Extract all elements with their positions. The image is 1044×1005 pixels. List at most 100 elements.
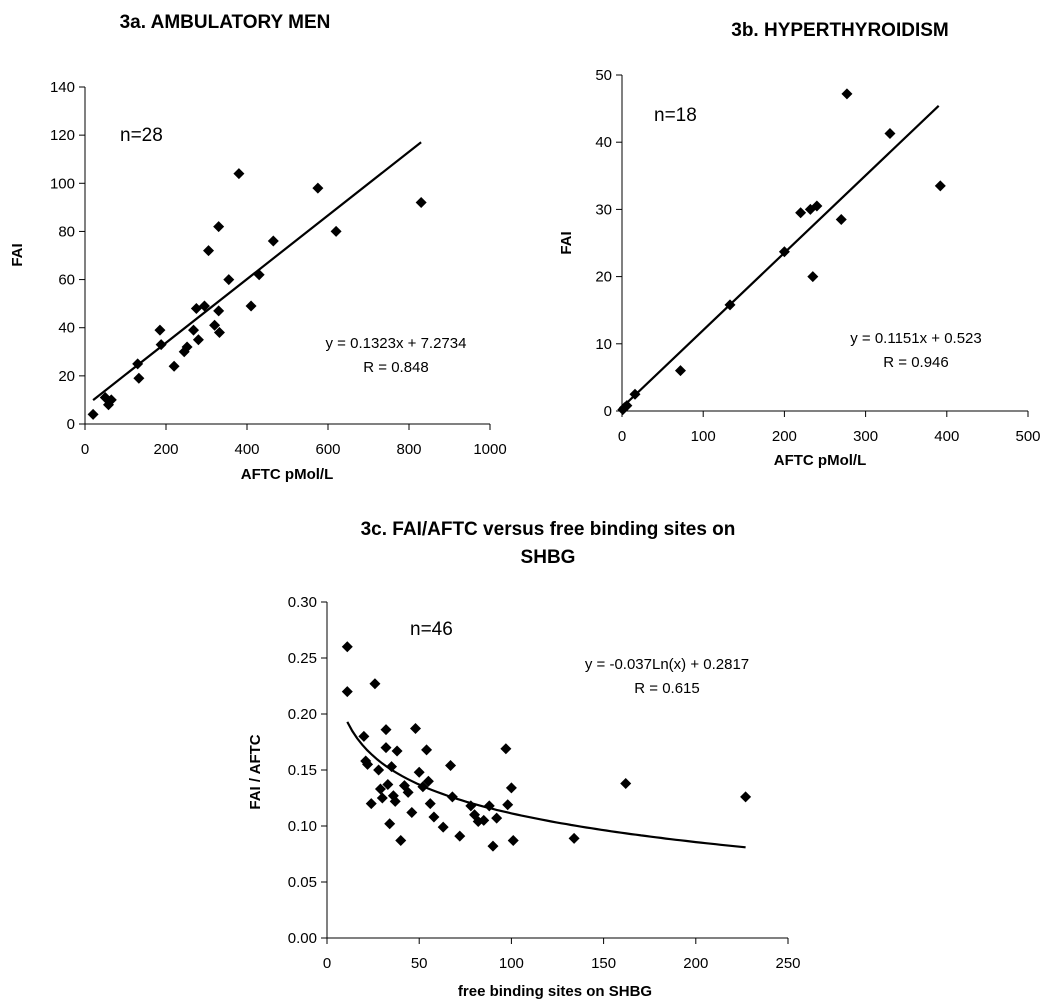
chart-3a-y-ticks: 0 20 40 60 80 100 120 140 [50,79,85,433]
y-tick-label: 120 [50,127,75,144]
data-point [428,811,440,823]
data-point [811,200,823,212]
data-point [267,235,279,247]
data-point [358,730,370,742]
data-point [724,299,736,311]
data-point [369,678,381,690]
x-tick-label: 400 [934,428,959,445]
x-tick-label: 1000 [473,441,506,458]
data-point [884,127,896,139]
data-point [629,388,641,400]
x-tick-label: 250 [775,955,800,972]
y-tick-label: 60 [58,272,75,289]
y-tick-label: 0.10 [288,818,317,835]
y-tick-label: 20 [595,269,612,286]
data-point [365,798,377,810]
data-point [192,334,204,346]
chart-3b-y-ticks: 0 10 20 30 40 50 [595,67,622,420]
y-tick-label: 0.30 [288,594,317,611]
data-point [406,807,418,819]
y-tick-label: 0.00 [288,930,317,947]
x-tick-label: 800 [396,441,421,458]
data-point [312,182,324,194]
chart-3c-title-line-1: 3c. FAI/AFTC versus free binding sites o… [361,519,736,540]
chart-3c-trendline [346,721,746,849]
data-point [421,744,433,756]
chart-3b-x-label: AFTC pMol/L [774,452,866,469]
data-point [380,724,392,736]
data-point [740,791,752,803]
data-point [154,324,166,336]
data-point [500,743,512,755]
data-point [362,758,374,770]
data-point [203,245,215,257]
chart-3b-n-label: n=18 [654,105,697,126]
data-point [389,795,401,807]
data-point [778,246,790,258]
data-point [386,761,398,773]
x-tick-label: 0 [323,955,331,972]
data-point [391,745,403,757]
x-tick-label: 600 [315,441,340,458]
data-point [213,305,225,317]
data-point [245,300,257,312]
data-point [402,786,414,798]
x-tick-label: 500 [1015,428,1040,445]
data-point [487,840,499,852]
chart-3c-equation: y = -0.037Ln(x) + 0.2817 [585,656,749,673]
y-tick-label: 0.05 [288,874,317,891]
data-point [417,781,429,793]
data-point [502,799,514,811]
chart-3b-x-ticks: 0 100 200 300 400 500 [618,411,1041,445]
data-point [483,800,495,812]
x-tick-label: 200 [153,441,178,458]
data-point [422,775,434,787]
data-point [620,777,632,789]
y-tick-label: 30 [595,201,612,218]
data-point [168,360,180,372]
data-point [341,686,353,698]
chart-3a-x-label: AFTC pMol/L [241,466,333,483]
y-tick-label: 40 [58,320,75,337]
y-tick-label: 50 [595,67,612,84]
y-tick-label: 80 [58,223,75,240]
chart-3c-x-ticks: 0 50 100 150 200 250 [323,938,801,972]
chart-3b-trendline [621,105,940,409]
data-point [384,818,396,830]
data-point [568,832,580,844]
data-point [478,814,490,826]
chart-3c-x-label: free binding sites on SHBG [458,983,652,1000]
data-point [491,812,503,824]
y-tick-label: 0.15 [288,762,317,779]
chart-3c-points [341,641,752,852]
data-point [415,197,427,209]
data-point [198,300,210,312]
chart-3b-y-label: FAI [558,231,575,254]
x-tick-label: 150 [591,955,616,972]
x-tick-label: 200 [772,428,797,445]
x-tick-label: 0 [81,441,89,458]
x-tick-label: 300 [853,428,878,445]
chart-3c: 3c. FAI/AFTC versus free binding sites o… [247,519,801,1000]
data-point [507,835,519,847]
data-point [376,792,388,804]
chart-3b-points [617,88,946,416]
y-tick-label: 0.20 [288,706,317,723]
chart-3a-points [87,168,427,420]
x-tick-label: 400 [234,441,259,458]
data-point [835,213,847,225]
chart-3a-equation: y = 0.1323x + 7.2734 [326,335,467,352]
chart-3a: 3a. AMBULATORY MEN 0 20 40 60 80 100 120 140 0 2… [9,12,507,483]
x-tick-label: 0 [618,428,626,445]
data-point [795,207,807,219]
data-point [209,319,221,331]
data-point [380,742,392,754]
data-point [188,324,200,336]
y-tick-label: 20 [58,368,75,385]
y-tick-label: 10 [595,336,612,353]
data-point [934,180,946,192]
y-tick-label: 0 [604,403,612,420]
data-point [213,327,225,339]
data-point [373,764,385,776]
